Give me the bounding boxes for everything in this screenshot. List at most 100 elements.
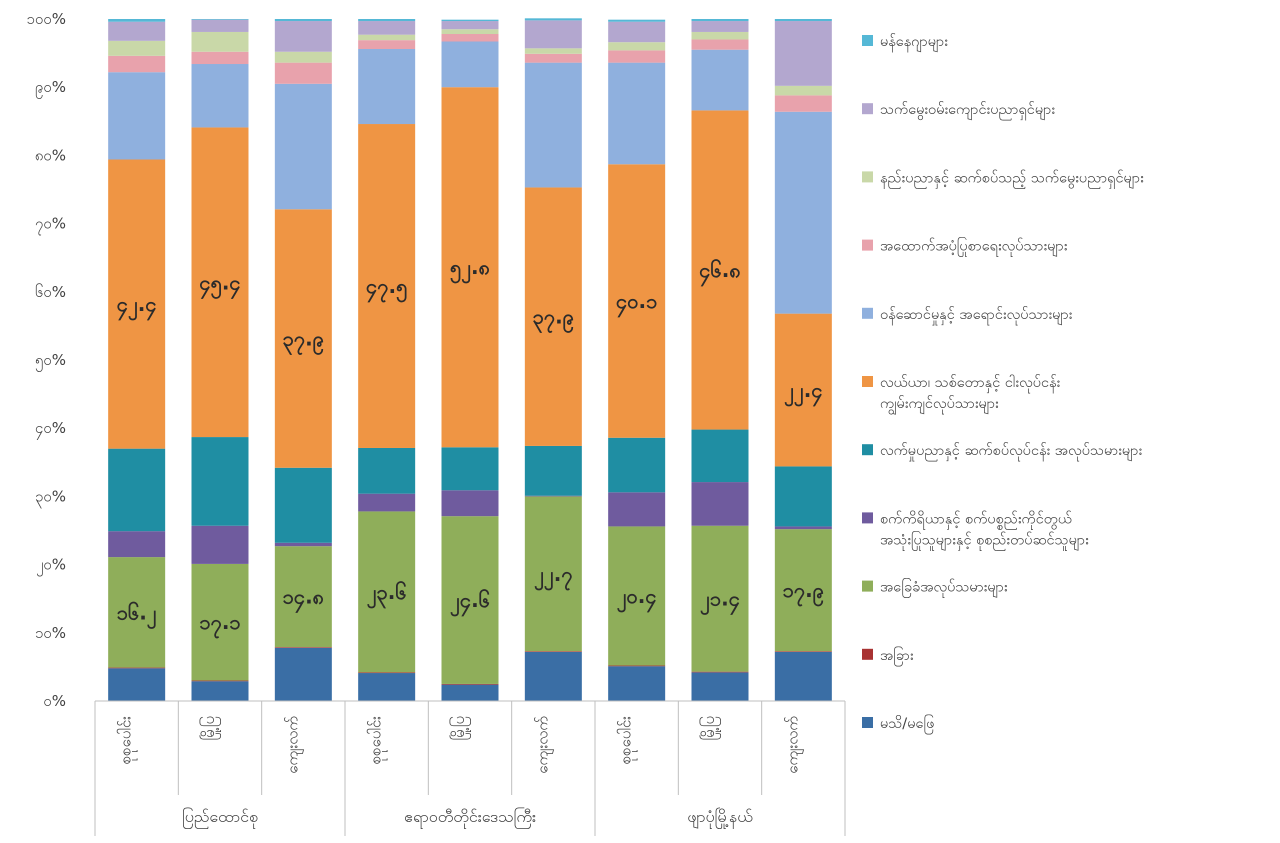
bar-segment [191, 680, 249, 682]
bar-segment [608, 437, 666, 493]
bar-segment [608, 164, 666, 438]
bar-segment [441, 29, 499, 35]
bar-segment [441, 41, 499, 88]
bar-segment [608, 62, 666, 165]
bar-segment [441, 684, 499, 701]
y-tick-label: ၄၀% [35, 419, 66, 440]
x-category-label: မြို့ပြ [699, 716, 721, 740]
bar-segment [608, 526, 666, 666]
bar-segment [441, 447, 499, 491]
legend-label: ဝန်ဆောင်မှုနှင့် အရောင်းလုပ်သားများ [880, 305, 1073, 326]
bar-segment [358, 40, 416, 50]
y-tick-label: ၂၀% [36, 556, 66, 577]
bar-segment [108, 667, 166, 669]
bar-segment [608, 492, 666, 527]
bar-segment [274, 467, 332, 543]
bar-segment [191, 525, 249, 564]
bar-segment [108, 40, 166, 56]
x-category-label: မြို့ပြ [199, 716, 221, 740]
bar-segment [524, 62, 582, 188]
bar-segment [191, 31, 249, 52]
bar-segment [774, 651, 832, 652]
bar-segment [358, 673, 416, 701]
y-tick-label: ၁၀၀% [26, 10, 66, 28]
bar-segment [108, 72, 166, 160]
legend-label: နည်းပညာနှင့် ဆက်စပ်သည့် သက်မွေးပညာရှင်မျ… [880, 168, 1144, 189]
bar-segment [358, 21, 416, 35]
bar-segment [191, 127, 249, 438]
bar-segment [191, 19, 249, 32]
bar-segment [691, 39, 749, 50]
bar-segment [524, 20, 582, 49]
bar-segment [108, 159, 166, 449]
bar-segment [691, 31, 749, 40]
bar-segment [691, 672, 749, 701]
bar-segment [691, 671, 749, 673]
y-tick-label: ၀% [43, 692, 66, 710]
x-category-label: စုစုပေါင်း [367, 716, 388, 764]
bar-segment [691, 429, 749, 483]
y-tick-label: ၉၀% [35, 78, 66, 99]
y-tick-label: ၃၀% [35, 487, 66, 508]
bar-segment [191, 51, 249, 65]
y-axis: ၀% ၁၀% ၂၀% ၃၀% ၄၀% ၅၀% ၆၀% ၇၀% ၈၀% ၉၀% ၁၀၀% [26, 10, 66, 710]
bar-segment [108, 668, 166, 701]
bar-segment [191, 19, 249, 20]
x-category-label: စုစုပေါင်း [617, 716, 638, 764]
bar-segment [691, 21, 749, 32]
bar-segment [524, 495, 582, 497]
bar-segment [691, 49, 749, 111]
legend-label: အခြား [880, 645, 914, 667]
x-group-label: ပြည်ထောင်စု [182, 807, 258, 829]
bar-segment [441, 516, 499, 684]
bar-segment [774, 526, 832, 530]
bar-segment [774, 466, 832, 527]
plot-area: ၁၆.၂ ၁၇.၁၁၄.၈ ၂၃.၆ ၂၄.၆၂၂.၇၂၀.၄ ၂၁.၄ ၁၇.၉၄၂.၄… [108, 18, 832, 701]
bar-segment [441, 19, 499, 22]
bar-segment [524, 445, 582, 496]
bar-segment [691, 110, 749, 430]
bar-segment [358, 124, 416, 448]
x-category-label: ကျေးလက် [783, 716, 804, 774]
bar-segment [441, 683, 499, 685]
bar-segment [274, 83, 332, 210]
legend-swatch [862, 512, 873, 524]
legend-swatch [862, 239, 873, 251]
bar-segment [108, 19, 166, 22]
bar-segment [774, 529, 832, 652]
bar-segment [524, 18, 582, 21]
legend-swatch [862, 103, 873, 115]
bar-segment [274, 209, 332, 468]
legend-swatch [862, 717, 873, 728]
legend-swatch [862, 376, 873, 387]
bar-segment [358, 493, 416, 512]
legend-label: သက်မွေးဝမ်းကျောင်းပညာရှင်များ [880, 100, 1055, 121]
x-group-label: ဧရာဝတီတိုင်းဒေသကြီး [404, 807, 536, 829]
legend-label: လက်မှုပညာနှင့် ဆက်စပ်လုပ်ငန်း အလုပ်သမားမ… [880, 441, 1142, 462]
y-tick-label: ၆၀% [35, 283, 66, 301]
bar-segment [524, 187, 582, 446]
bar-segment [108, 531, 166, 558]
bar-segment [524, 651, 582, 652]
legend-label: အထောက်အပံ့ပြုစာရေးလုပ်သားများ [880, 236, 1068, 258]
bar-segment [691, 525, 749, 672]
bar-segment [274, 21, 332, 52]
x-axis: စုစုပေါင်း မြို့ပြ ကျေးလက် စုစုပေါင်း မြို့ပ… [94, 700, 846, 836]
x-category-label: ကျေးလက် [283, 716, 304, 774]
bar-segment [608, 666, 666, 701]
bar-segment [191, 64, 249, 128]
legend-swatch [862, 307, 873, 319]
legend-swatch [862, 580, 873, 592]
bar-segment [524, 496, 582, 652]
bar-segment [608, 42, 666, 51]
bar-segment [108, 448, 166, 532]
bar-segment [524, 48, 582, 54]
bar-segment [774, 111, 832, 314]
bar-segment [608, 50, 666, 63]
bar-segment [358, 49, 416, 125]
bar-segment [608, 21, 666, 43]
legend-label: စက်ကိရိယာနှင့် စက်ပစ္စည်းကိုင်တွယ်အသုံးပ… [880, 509, 1089, 551]
bar-segment [358, 19, 416, 22]
bar-segment [691, 19, 749, 22]
bar-segment [691, 482, 749, 526]
